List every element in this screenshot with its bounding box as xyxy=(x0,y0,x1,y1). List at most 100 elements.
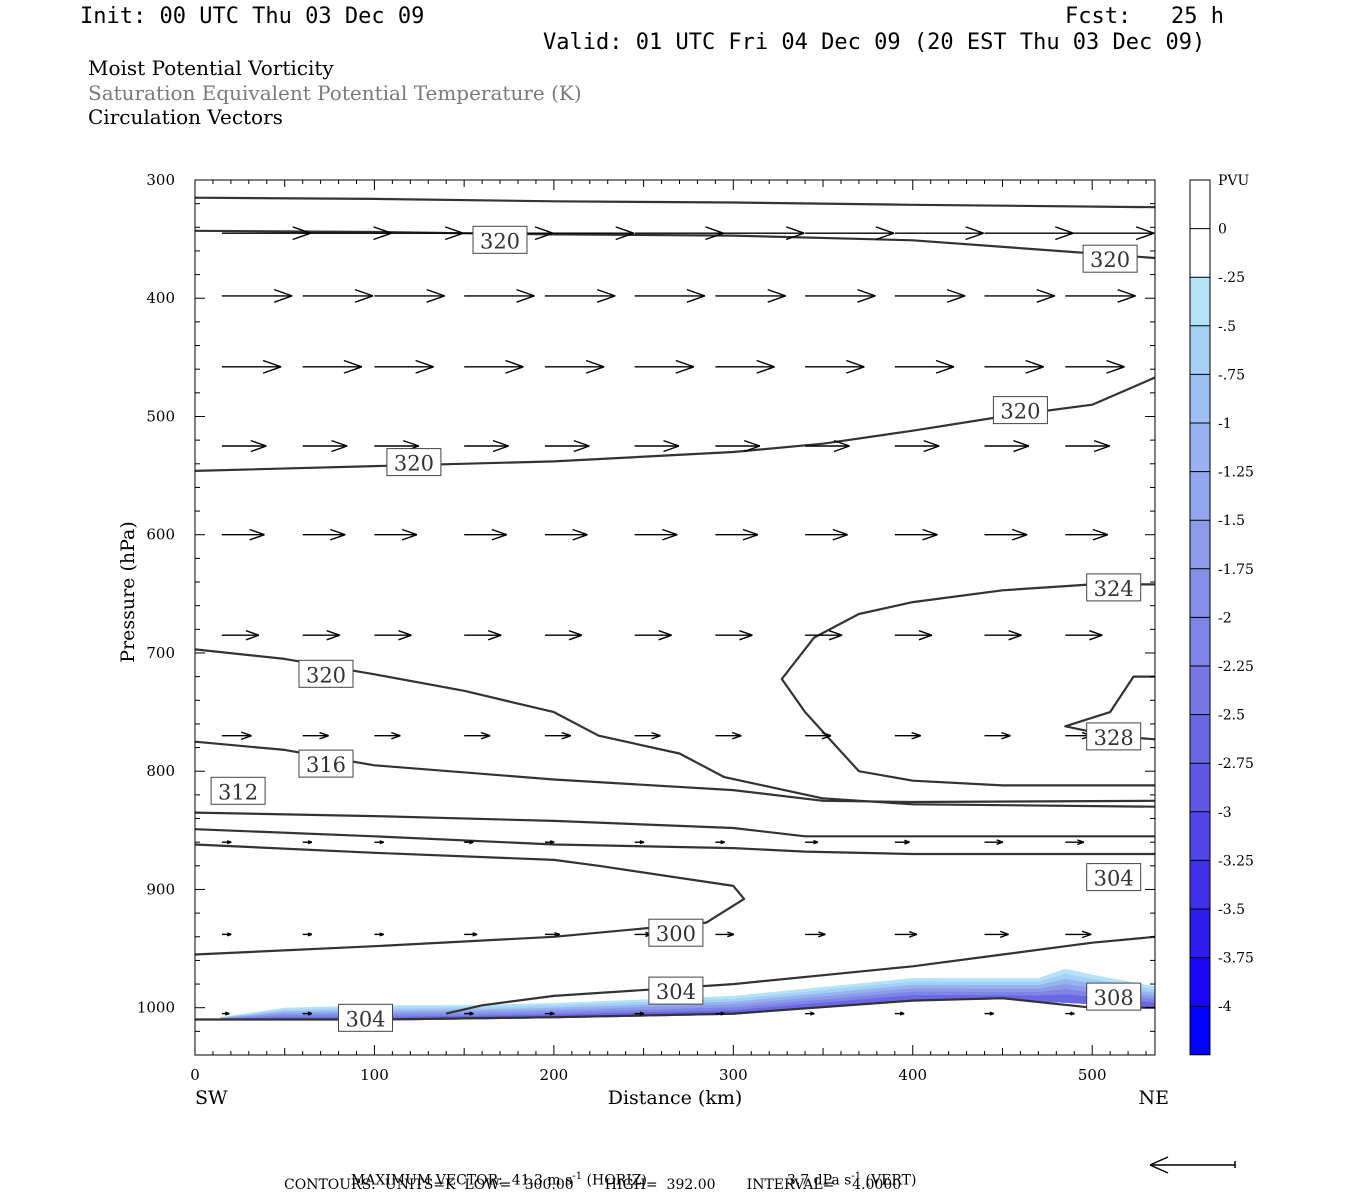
vector-head xyxy=(908,931,918,936)
colorbar-swatch xyxy=(1190,666,1210,715)
vector-head xyxy=(639,1012,645,1016)
contour-label-320: 320 xyxy=(992,396,1048,425)
contour-label-text: 320 xyxy=(1090,248,1130,272)
vector-head xyxy=(908,933,918,938)
vector-head xyxy=(720,841,725,845)
vector-arrow xyxy=(221,731,252,741)
x-tick-label: 400 xyxy=(898,1066,927,1084)
vector-head xyxy=(398,634,412,641)
x-axis-title: Distance (km) xyxy=(608,1087,743,1109)
vector-arrow xyxy=(302,630,340,641)
y-tick-label: 300 xyxy=(146,171,175,189)
vector-head xyxy=(727,933,735,938)
vector-arrow xyxy=(805,528,848,541)
colorbar-swatch xyxy=(1190,374,1210,423)
colorbar-swatch xyxy=(1190,617,1210,666)
vector-head xyxy=(1008,634,1022,641)
vector-arrow xyxy=(544,840,555,845)
vector-arrow xyxy=(544,226,634,241)
vector-arrow xyxy=(464,1011,474,1016)
contour-312 xyxy=(195,811,1155,838)
contour-label-300: 300 xyxy=(648,918,704,947)
vector-head xyxy=(663,445,680,453)
vector-head xyxy=(832,534,848,541)
vector-arrow xyxy=(221,226,311,241)
colorbar-swatch xyxy=(1190,423,1210,472)
vector-head xyxy=(1092,534,1109,541)
vector-head xyxy=(596,295,616,303)
vector-head xyxy=(319,735,329,740)
vector-arrow xyxy=(984,226,1074,241)
vector-head xyxy=(250,445,267,453)
vector-head xyxy=(391,731,401,737)
vector-arrow xyxy=(221,439,267,453)
vector-arrow xyxy=(1065,930,1092,939)
vector-head xyxy=(1093,439,1110,447)
vector-arrow xyxy=(374,840,384,845)
colorbar-label: -2.5 xyxy=(1218,708,1245,724)
plot-frame xyxy=(194,179,1156,1056)
vector-arrow xyxy=(302,932,313,937)
x-tick-label: 300 xyxy=(719,1066,748,1084)
vector-head xyxy=(273,288,293,297)
contour-label-304: 304 xyxy=(648,976,704,1005)
vector-arrow xyxy=(634,288,706,303)
vector-arrow xyxy=(805,931,826,938)
vector-arrow xyxy=(374,288,445,303)
vector-arrow xyxy=(634,731,661,740)
y-tick-label: 500 xyxy=(146,407,175,425)
vector-head xyxy=(828,634,843,641)
vector-head xyxy=(833,439,850,447)
field-title-mpv: Moist Potential Vorticity xyxy=(88,56,334,80)
vector-arrow xyxy=(894,226,984,241)
vector-arrow xyxy=(894,731,921,740)
vector-head xyxy=(1106,359,1125,368)
vector-head xyxy=(415,366,434,374)
contour-label-320: 320 xyxy=(298,659,354,688)
vector-head xyxy=(534,232,554,241)
vector-head xyxy=(469,841,474,845)
vector-head xyxy=(742,528,759,536)
vector-head xyxy=(1025,359,1044,368)
contour-label-box xyxy=(1082,244,1138,273)
vector-head xyxy=(373,232,392,241)
contour-label-320: 320 xyxy=(1082,244,1138,273)
vector-head xyxy=(651,731,661,737)
vector-head xyxy=(572,534,588,541)
vector-head xyxy=(331,445,348,453)
vector-head xyxy=(846,359,865,368)
vector-head xyxy=(1011,534,1028,541)
x-tick-label: 0 xyxy=(190,1066,200,1084)
vector-arrow xyxy=(544,359,605,374)
contour-label-box xyxy=(1086,982,1142,1011)
vector-arrow xyxy=(221,528,265,541)
vector-arrow xyxy=(634,359,695,374)
vector-head xyxy=(240,735,252,741)
vector-arrow xyxy=(1065,359,1125,374)
y-tick-label: 400 xyxy=(146,289,175,307)
vector-arrow xyxy=(374,630,412,641)
vector-head xyxy=(720,1012,725,1016)
vector-head xyxy=(705,232,724,241)
y-tick-label: 700 xyxy=(146,644,175,662)
vector-arrow xyxy=(302,731,329,740)
vector-arrow xyxy=(1065,226,1155,241)
vector-arrow xyxy=(984,839,1004,846)
init-time: Init: 00 UTC Thu 03 Dec 09 xyxy=(80,4,425,29)
vector-head xyxy=(505,359,524,368)
vector-arrow xyxy=(634,1011,645,1016)
contour-304 xyxy=(195,997,1155,1021)
contour-label-text: 304 xyxy=(345,1007,385,1031)
vector-arrow xyxy=(374,226,464,241)
vector-arrow xyxy=(715,528,759,541)
vector-head xyxy=(911,731,921,737)
vector-head xyxy=(226,933,232,937)
contour-304 xyxy=(445,935,1155,1015)
colorbar-label: 0 xyxy=(1218,222,1227,238)
vector-head xyxy=(1055,232,1074,241)
vector-head xyxy=(354,288,374,297)
vector-head xyxy=(756,359,775,368)
vector-arrow xyxy=(374,359,434,374)
colorbar-swatch xyxy=(1190,1006,1210,1055)
vector-head xyxy=(326,630,340,636)
